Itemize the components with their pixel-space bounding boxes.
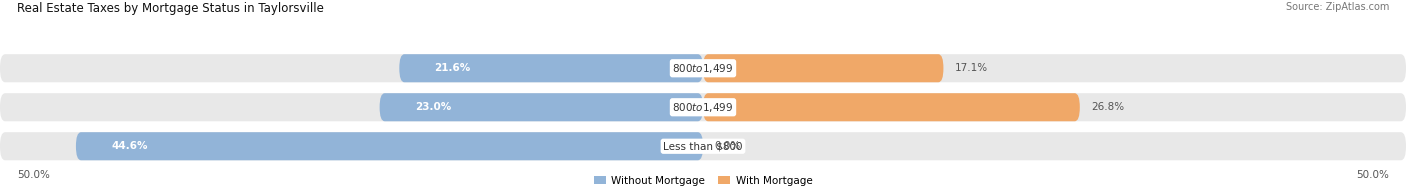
Text: $800 to $1,499: $800 to $1,499 bbox=[672, 62, 734, 75]
FancyBboxPatch shape bbox=[0, 54, 1406, 82]
Text: Source: ZipAtlas.com: Source: ZipAtlas.com bbox=[1285, 2, 1389, 12]
Text: Real Estate Taxes by Mortgage Status in Taylorsville: Real Estate Taxes by Mortgage Status in … bbox=[17, 2, 323, 15]
FancyBboxPatch shape bbox=[76, 132, 703, 160]
Text: 23.0%: 23.0% bbox=[415, 102, 451, 112]
Text: 17.1%: 17.1% bbox=[955, 63, 988, 73]
FancyBboxPatch shape bbox=[703, 93, 1080, 121]
FancyBboxPatch shape bbox=[399, 54, 703, 82]
Text: Less than $800: Less than $800 bbox=[664, 141, 742, 151]
FancyBboxPatch shape bbox=[703, 54, 943, 82]
Text: 44.6%: 44.6% bbox=[111, 141, 148, 151]
Legend: Without Mortgage, With Mortgage: Without Mortgage, With Mortgage bbox=[589, 171, 817, 190]
Text: 0.0%: 0.0% bbox=[714, 141, 741, 151]
FancyBboxPatch shape bbox=[380, 93, 703, 121]
FancyBboxPatch shape bbox=[0, 93, 1406, 121]
Text: 50.0%: 50.0% bbox=[1357, 170, 1389, 180]
Text: 50.0%: 50.0% bbox=[17, 170, 49, 180]
Text: $800 to $1,499: $800 to $1,499 bbox=[672, 101, 734, 114]
Text: 21.6%: 21.6% bbox=[434, 63, 471, 73]
Text: 26.8%: 26.8% bbox=[1091, 102, 1125, 112]
FancyBboxPatch shape bbox=[0, 132, 1406, 160]
